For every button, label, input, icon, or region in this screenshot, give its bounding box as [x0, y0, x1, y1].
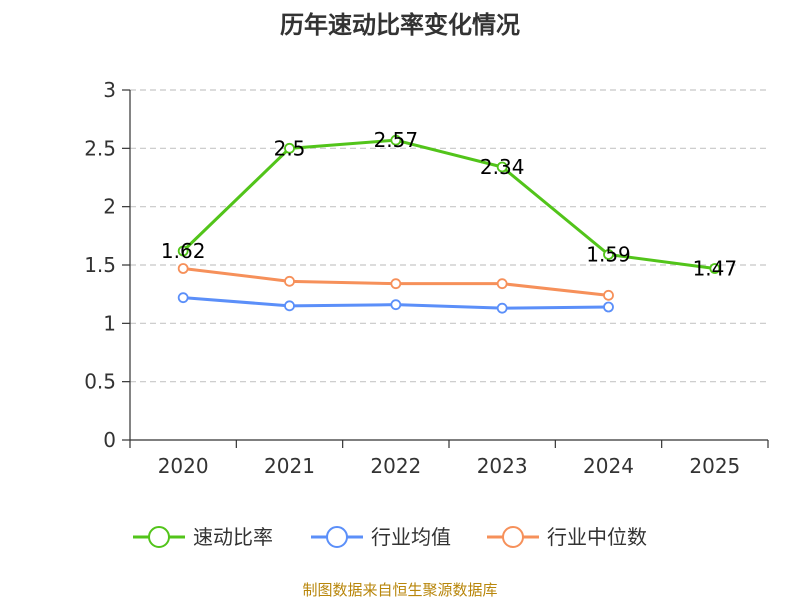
- data-point[interactable]: [390, 134, 402, 146]
- y-tick-label: 1: [103, 311, 116, 335]
- axes: 0 0.5 1 1.5 2 2.5 3 2020 2021 2022 2023 2024 2025: [84, 78, 769, 478]
- y-tick-label: 2: [103, 195, 116, 219]
- x-tick-label: 2021: [264, 454, 315, 478]
- data-point[interactable]: [603, 301, 614, 313]
- gridlines: [130, 89, 768, 383]
- series-lines: [182, 138, 716, 310]
- legend-label: 行业均值: [371, 525, 451, 549]
- x-tick-label: 2025: [689, 454, 740, 478]
- series-line-0: [182, 138, 716, 270]
- data-point[interactable]: [496, 302, 508, 314]
- data-point[interactable]: [177, 245, 189, 257]
- data-point[interactable]: [496, 278, 508, 290]
- legend-marker: [148, 526, 170, 548]
- data-point[interactable]: [177, 292, 189, 304]
- legend[interactable]: 速动比率 行业均值 行业中位数: [133, 525, 647, 549]
- y-tick-label: 1.5: [84, 253, 116, 277]
- data-point[interactable]: [390, 278, 402, 290]
- data-label: 2.34: [480, 155, 525, 179]
- data-label: 2.57: [374, 128, 419, 152]
- data-label: 1.47: [693, 257, 738, 281]
- y-tick-label: 0.5: [84, 370, 116, 394]
- legend-item-0[interactable]: 速动比率: [133, 525, 273, 549]
- legend-item-1[interactable]: 行业均值: [311, 525, 451, 549]
- data-label: 1.62: [161, 239, 206, 263]
- data-point[interactable]: [284, 142, 295, 154]
- y-tick-label: 3: [103, 78, 116, 102]
- source-note: 制图数据来自恒生聚源数据库: [302, 581, 497, 599]
- legend-item-2[interactable]: 行业中位数: [487, 525, 647, 549]
- data-label: 2.5: [274, 136, 306, 160]
- x-tick-label: 2023: [477, 454, 528, 478]
- x-tick-label: 2022: [370, 454, 421, 478]
- legend-marker: [502, 526, 524, 548]
- legend-label: 行业中位数: [547, 525, 647, 549]
- data-point[interactable]: [603, 289, 614, 301]
- x-tick-label: 2024: [583, 454, 634, 478]
- legend-marker: [326, 526, 348, 548]
- chart-title: 历年速动比率变化情况: [280, 11, 520, 39]
- data-point[interactable]: [284, 275, 295, 287]
- y-tick-label: 0: [103, 428, 116, 452]
- series-points: [177, 134, 721, 314]
- data-label: 1.59: [586, 243, 631, 267]
- data-point[interactable]: [496, 161, 508, 173]
- data-labels: 1.62 2.5 2.57 2.34 1.59 1.47: [161, 128, 737, 280]
- data-point[interactable]: [390, 299, 402, 311]
- x-tick-label: 2020: [158, 454, 209, 478]
- data-point[interactable]: [284, 300, 295, 312]
- data-point[interactable]: [603, 249, 614, 260]
- data-point[interactable]: [709, 263, 721, 274]
- y-tick-label: 2.5: [84, 136, 116, 160]
- data-point[interactable]: [177, 263, 189, 274]
- legend-label: 速动比率: [193, 525, 273, 549]
